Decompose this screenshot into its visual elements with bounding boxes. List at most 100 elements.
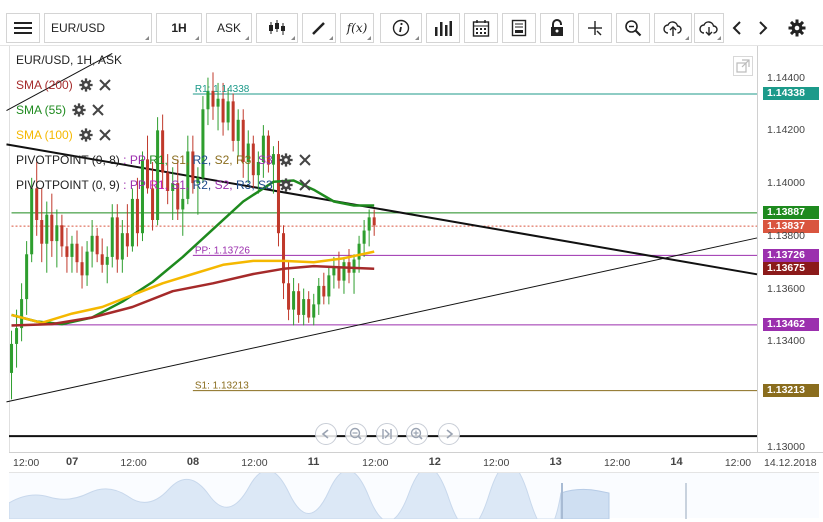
price-tag: 1.13726 bbox=[763, 248, 819, 262]
candle-body bbox=[282, 233, 286, 284]
candle-body bbox=[125, 233, 129, 247]
pivot1-close-icon[interactable] bbox=[298, 154, 311, 166]
bar-chart-button[interactable] bbox=[426, 13, 460, 43]
sma55-close-icon[interactable] bbox=[92, 104, 104, 116]
nav-forward-button[interactable] bbox=[438, 423, 460, 445]
candle-body bbox=[135, 198, 139, 234]
trendline[interactable] bbox=[6, 52, 113, 112]
candle-body bbox=[372, 217, 376, 226]
settings-button[interactable] bbox=[784, 13, 810, 43]
sma200-close-icon[interactable] bbox=[98, 79, 111, 91]
legend-pivot1: PIVOTPOINT (0, 8) : PP R1, S1, R2, S2, R… bbox=[16, 152, 311, 168]
calendar-button[interactable] bbox=[464, 13, 498, 43]
candle-body bbox=[40, 220, 44, 244]
candle-body bbox=[80, 262, 84, 276]
scroll-right-button[interactable] bbox=[752, 13, 774, 43]
time-axis[interactable] bbox=[9, 452, 823, 472]
fx-icon: f(x) bbox=[346, 21, 368, 35]
candle-body bbox=[196, 177, 200, 184]
candle-body bbox=[105, 256, 109, 265]
candle-body bbox=[10, 343, 14, 373]
sma200-settings-icon[interactable] bbox=[79, 78, 93, 92]
candle-body bbox=[35, 188, 39, 220]
symbol-selector[interactable]: EUR/USD bbox=[44, 13, 152, 43]
menu-button[interactable] bbox=[6, 13, 40, 43]
x-tick-label: 12:00 bbox=[120, 457, 147, 469]
nav-zoom-in-button[interactable] bbox=[406, 423, 428, 445]
candle-body bbox=[236, 119, 240, 141]
candle-body bbox=[130, 198, 134, 247]
trendline[interactable] bbox=[6, 143, 758, 276]
scroll-left-button[interactable] bbox=[726, 13, 748, 43]
nav-reset-button[interactable] bbox=[376, 423, 398, 445]
x-tick-label: 08 bbox=[186, 456, 200, 468]
bar-chart-icon bbox=[435, 21, 452, 36]
report-icon bbox=[511, 19, 527, 37]
draw-icon bbox=[312, 22, 325, 35]
info-button[interactable] bbox=[380, 13, 422, 43]
chevron-left-icon bbox=[732, 21, 741, 35]
candle-body bbox=[251, 143, 255, 176]
price-axis[interactable] bbox=[757, 46, 823, 452]
x-tick-label: 12:00 bbox=[362, 457, 389, 469]
price-tag: 1.13675 bbox=[763, 262, 819, 276]
download-button[interactable] bbox=[694, 13, 724, 43]
draw-button[interactable] bbox=[302, 13, 336, 43]
candle-body bbox=[191, 151, 195, 184]
indicators-button[interactable]: f(x) bbox=[340, 13, 374, 43]
navigator[interactable] bbox=[8, 463, 819, 522]
candle-body bbox=[221, 98, 225, 123]
trendline[interactable] bbox=[6, 237, 758, 403]
candle-body bbox=[337, 267, 341, 281]
candle-body bbox=[171, 183, 175, 191]
candle-body bbox=[367, 217, 371, 231]
sma100-close-icon[interactable] bbox=[98, 129, 111, 141]
sma55-label: SMA (55) bbox=[16, 103, 67, 117]
pivot1-label: PIVOTPOINT (0, 8) bbox=[16, 153, 120, 167]
sma-line bbox=[11, 250, 375, 325]
sma55-settings-icon[interactable] bbox=[72, 103, 86, 117]
chart-area[interactable] bbox=[9, 46, 757, 452]
candle-body bbox=[226, 101, 230, 123]
candle-body bbox=[70, 243, 74, 257]
sma100-label: SMA (100) bbox=[16, 128, 73, 142]
price-type-label: ASK bbox=[216, 21, 241, 35]
report-button[interactable] bbox=[502, 13, 536, 43]
nav-forward-icon bbox=[446, 429, 454, 439]
x-tick-label: 12:00 bbox=[241, 457, 268, 469]
upload-button[interactable] bbox=[654, 13, 692, 43]
pivot2-close-icon[interactable] bbox=[298, 179, 311, 191]
sma100-settings-icon[interactable] bbox=[79, 128, 93, 142]
crosshair-button[interactable] bbox=[578, 13, 612, 43]
gear-icon bbox=[788, 19, 806, 37]
candle-type-button[interactable] bbox=[256, 13, 298, 43]
candle-body bbox=[140, 159, 144, 234]
price-type-selector[interactable]: ASK bbox=[206, 13, 252, 43]
y-tick-label: 1.13400 bbox=[767, 335, 805, 348]
x-tick-label: 14.12.2018 bbox=[764, 457, 817, 469]
candle-body bbox=[261, 135, 265, 162]
zoom-button[interactable] bbox=[616, 13, 650, 43]
nav-back-button[interactable] bbox=[315, 423, 337, 445]
x-tick-label: 12:00 bbox=[483, 457, 510, 469]
crosshair-icon bbox=[588, 21, 602, 36]
nav-zoom-out-icon bbox=[349, 427, 362, 440]
y-tick-label: 1.14000 bbox=[767, 177, 805, 190]
lock-button[interactable] bbox=[540, 13, 574, 43]
candle-body bbox=[231, 101, 235, 141]
nav-zoom-out-button[interactable] bbox=[345, 423, 367, 445]
candle-body bbox=[297, 291, 301, 315]
chart-title: EUR/USD, 1H, ASK bbox=[16, 53, 123, 67]
x-tick-label: 12 bbox=[428, 456, 441, 468]
candle-body bbox=[256, 162, 260, 176]
chevron-right-icon bbox=[759, 21, 768, 35]
candle-body bbox=[60, 225, 64, 247]
pivot2-settings-icon[interactable] bbox=[279, 178, 293, 192]
price-tag: 1.13887 bbox=[763, 206, 819, 220]
candle-body bbox=[317, 285, 321, 305]
candle-body bbox=[307, 299, 311, 318]
timeframe-selector[interactable]: 1H bbox=[156, 13, 202, 43]
pivot1-settings-icon[interactable] bbox=[279, 153, 293, 167]
popout-button[interactable] bbox=[733, 56, 753, 76]
candle-body bbox=[110, 217, 114, 257]
